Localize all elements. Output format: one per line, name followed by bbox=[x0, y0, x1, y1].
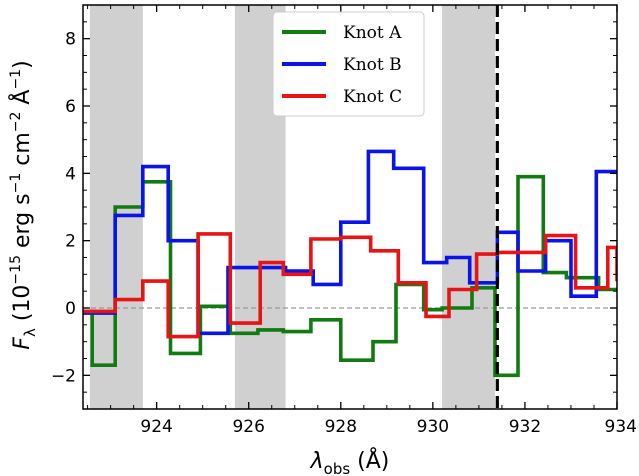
y-axis-label-mid3: Å bbox=[8, 90, 35, 112]
legend-label: Knot C bbox=[343, 87, 402, 107]
series-knot-a bbox=[83, 174, 617, 378]
series-knot-c bbox=[83, 232, 617, 339]
x-tick-label: 928 bbox=[325, 417, 357, 437]
x-axis-ticks: 924 926 928 930 932 934 bbox=[87, 5, 637, 437]
x-axis-label-main: λ bbox=[310, 449, 324, 474]
y-axis-label-main: F bbox=[10, 337, 35, 350]
series-line-2 bbox=[83, 149, 617, 336]
y-axis-label-exp2: −1 bbox=[8, 173, 24, 194]
x-tick-label: 934 bbox=[605, 417, 637, 437]
y-axis-label-mid2: cm bbox=[10, 132, 35, 173]
y-axis-ticks: −2 0 2 4 6 8 bbox=[51, 4, 617, 410]
y-tick-label: 0 bbox=[65, 299, 76, 319]
legend: Knot A Knot B Knot C bbox=[272, 11, 425, 117]
y-axis-label: Fλ (10−15 erg s−1 cm−2 Å−1) bbox=[8, 60, 39, 349]
x-tick-label: 932 bbox=[509, 417, 541, 437]
y-axis-label-mid1: erg s bbox=[10, 193, 35, 255]
y-axis-label-sub: λ bbox=[21, 328, 39, 337]
x-axis-label: λobs (Å) bbox=[310, 447, 390, 476]
series-line-3 bbox=[83, 232, 617, 339]
series-lines bbox=[83, 149, 617, 378]
y-axis-label-rest: (10 bbox=[10, 285, 35, 329]
y-axis-label-exp4: −1 bbox=[8, 69, 24, 90]
x-axis-label-rest: (Å) bbox=[350, 447, 389, 474]
y-tick-label: 8 bbox=[65, 30, 76, 50]
legend-box bbox=[272, 11, 425, 117]
y-tick-label: 6 bbox=[65, 97, 76, 117]
series-knot-b bbox=[83, 149, 617, 336]
legend-label: Knot B bbox=[343, 55, 402, 75]
legend-label: Knot A bbox=[343, 23, 402, 43]
y-tick-label: 2 bbox=[65, 232, 76, 252]
series-line-1 bbox=[83, 174, 617, 378]
y-tick-label: 4 bbox=[65, 164, 76, 184]
y-tick-label: −2 bbox=[51, 366, 76, 386]
x-tick-label: 930 bbox=[417, 417, 449, 437]
shaded-band-3 bbox=[442, 5, 496, 409]
y-axis-label-end: ) bbox=[10, 60, 35, 69]
x-tick-label: 924 bbox=[140, 417, 172, 437]
y-axis-label-exp1: −15 bbox=[8, 255, 24, 285]
y-axis-label-exp3: −2 bbox=[8, 112, 24, 133]
x-axis-label-sub: obs bbox=[324, 460, 351, 476]
x-tick-label: 926 bbox=[232, 417, 264, 437]
